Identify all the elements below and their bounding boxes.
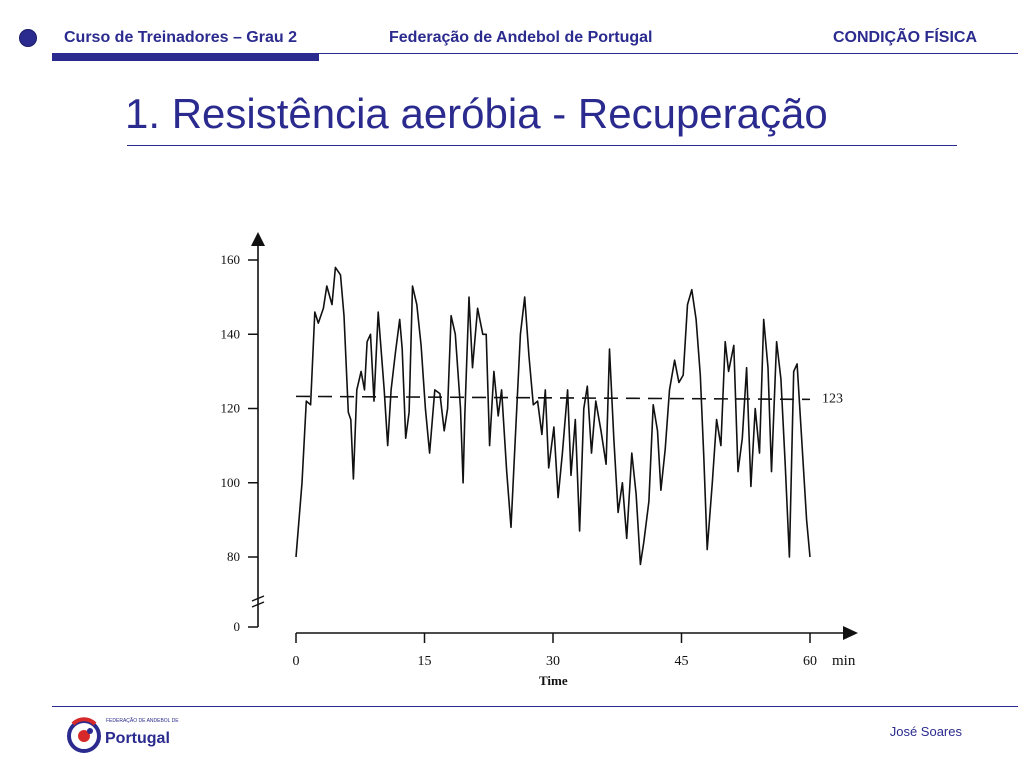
x-tick-label: 60 [803, 654, 817, 669]
y-tick-label: 0 [234, 619, 241, 634]
logo-small-text: FEDERAÇÃO DE ANDEBOL DE [106, 718, 179, 724]
course-name: Curso de Treinadores – Grau 2 [64, 29, 297, 46]
federation-name: Federação de Andebol de Portugal [389, 29, 653, 46]
y-tick-label: 120 [221, 401, 241, 416]
y-tick-label: 160 [221, 252, 241, 267]
footer-divider [52, 706, 1018, 707]
x-tick-label: 45 [675, 654, 689, 669]
heart-rate-chart: 0 80 100 120 140 160 0 15 30 45 60 123 min Time [221, 232, 858, 688]
section-name: CONDIÇÃO FÍSICA [833, 29, 977, 46]
x-ticks: 0 15 30 45 60 [293, 633, 817, 669]
y-tick-label: 80 [227, 549, 240, 564]
x-tick-label: 0 [293, 654, 300, 669]
x-axis-unit-label: min [832, 653, 856, 669]
header-divider [52, 53, 1018, 54]
federation-logo: FEDERAÇÃO DE ANDEBOL DE Portugal [67, 716, 187, 756]
federation-emblem-icon [67, 717, 101, 753]
author-name: José Soares [889, 724, 962, 739]
title-underline [127, 145, 957, 146]
y-ticks: 0 80 100 120 140 160 [221, 252, 258, 634]
heart-rate-series-line [295, 266, 811, 566]
axis-break-mark [251, 601, 265, 608]
axis-break-mark [251, 595, 265, 602]
reference-line-label: 123 [822, 391, 843, 406]
x-axis-arrow [843, 626, 858, 640]
reference-line-123 [295, 395, 811, 401]
slide-title: 1. Resistência aeróbia - Recuperação [125, 90, 828, 137]
logo-text: Portugal [105, 730, 170, 747]
y-axis-break [251, 595, 265, 608]
y-axis-arrow [251, 232, 265, 246]
y-tick-label: 100 [221, 475, 241, 490]
chart-axes [257, 243, 846, 634]
header-bullet-dot [19, 29, 37, 47]
y-tick-label: 140 [221, 326, 241, 341]
header-accent-bar [52, 54, 319, 61]
x-tick-label: 30 [546, 654, 560, 669]
x-axis-title-partial: Time [539, 673, 568, 688]
x-tick-label: 15 [418, 654, 432, 669]
